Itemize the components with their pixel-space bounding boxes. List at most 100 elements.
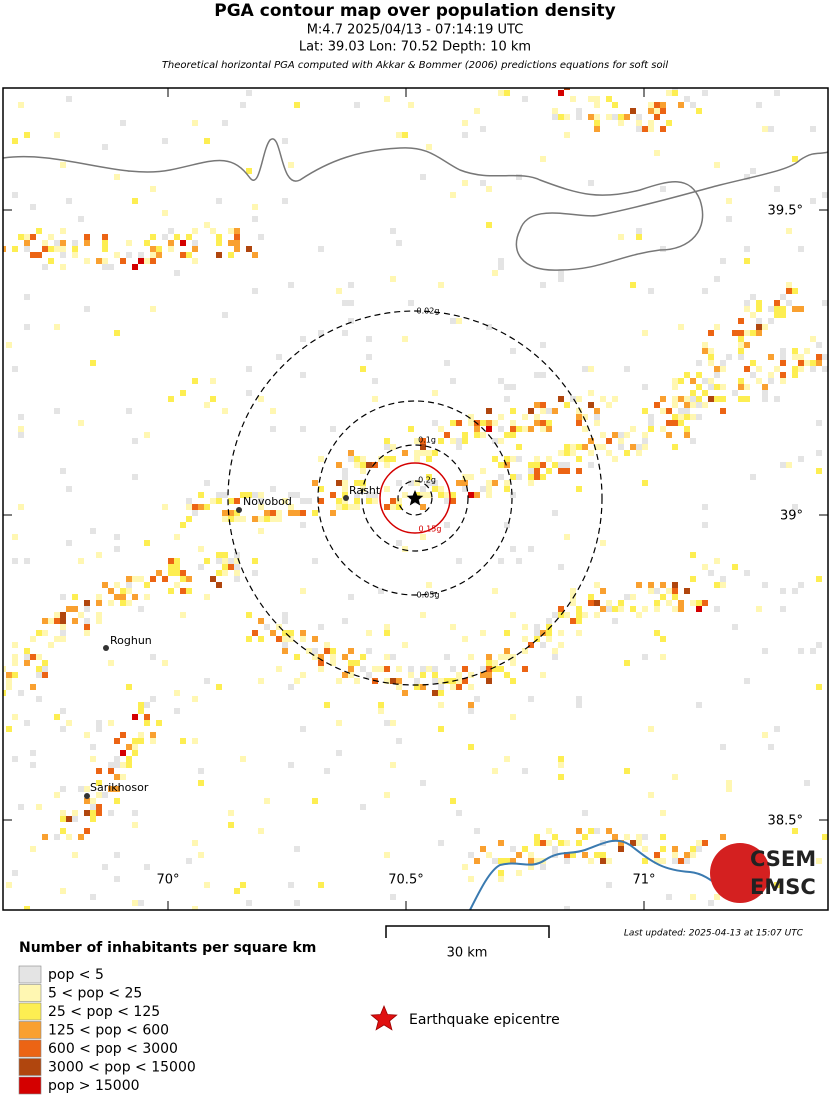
- pop-cell: [564, 468, 570, 474]
- pop-cell: [6, 672, 12, 678]
- pop-cell: [504, 432, 510, 438]
- pop-cell: [600, 606, 606, 612]
- pop-cell: [498, 90, 504, 96]
- pop-cell: [528, 462, 534, 468]
- pop-cell: [36, 696, 42, 702]
- pop-cell: [498, 840, 504, 846]
- pop-cell: [744, 174, 750, 180]
- pop-cell: [546, 624, 552, 630]
- pop-cell: [294, 678, 300, 684]
- pop-cell: [792, 504, 798, 510]
- pop-cell: [738, 318, 744, 324]
- pop-cell: [708, 396, 714, 402]
- pop-cell: [564, 444, 570, 450]
- pop-cell: [390, 276, 396, 282]
- pop-cell: [216, 570, 222, 576]
- pop-cell: [384, 456, 390, 462]
- pop-cell: [270, 516, 276, 522]
- pop-cell: [744, 306, 750, 312]
- pop-cell: [528, 468, 534, 474]
- pop-cell: [510, 474, 516, 480]
- pop-cell: [294, 846, 300, 852]
- pop-cell: [564, 612, 570, 618]
- pop-cell: [432, 420, 438, 426]
- pop-cell: [492, 480, 498, 486]
- pop-cell: [522, 846, 528, 852]
- pop-cell: [204, 882, 210, 888]
- pop-cell: [228, 252, 234, 258]
- pop-cell: [498, 438, 504, 444]
- pop-cell: [60, 252, 66, 258]
- pop-cell: [258, 516, 264, 522]
- pop-cell: [570, 396, 576, 402]
- pop-cell: [486, 480, 492, 486]
- pop-cell: [594, 120, 600, 126]
- pop-cell: [60, 630, 66, 636]
- pop-cell: [396, 504, 402, 510]
- pop-cell: [630, 282, 636, 288]
- pop-cell: [54, 792, 60, 798]
- pop-cell: [738, 342, 744, 348]
- pop-cell: [420, 450, 426, 456]
- pop-cell: [180, 240, 186, 246]
- pop-cell: [396, 240, 402, 246]
- pop-cell: [402, 690, 408, 696]
- pop-cell: [366, 462, 372, 468]
- city-dot: [236, 507, 242, 513]
- pop-cell: [192, 120, 198, 126]
- pop-cell: [354, 660, 360, 666]
- pop-cell: [756, 330, 762, 336]
- pop-cell: [666, 408, 672, 414]
- pop-cell: [18, 414, 24, 420]
- pop-cell: [648, 582, 654, 588]
- pop-cell: [594, 102, 600, 108]
- pop-cell: [678, 414, 684, 420]
- pop-cell: [552, 648, 558, 654]
- pop-cell: [792, 288, 798, 294]
- pop-cell: [312, 480, 318, 486]
- pop-cell: [816, 450, 822, 456]
- pop-cell: [60, 618, 66, 624]
- pop-cell: [60, 810, 66, 816]
- pop-cell: [288, 762, 294, 768]
- pop-cell: [12, 654, 18, 660]
- pop-cell: [750, 168, 756, 174]
- legend-swatch: [18, 1076, 42, 1095]
- pop-cell: [726, 780, 732, 786]
- pop-cell: [342, 330, 348, 336]
- pop-cell: [762, 732, 768, 738]
- pop-cell: [234, 228, 240, 234]
- pop-cell: [810, 126, 816, 132]
- pop-cell: [252, 558, 258, 564]
- pop-cell: [414, 480, 420, 486]
- pop-cell: [480, 486, 486, 492]
- pop-cell: [132, 264, 138, 270]
- pop-cell: [414, 450, 420, 456]
- legend-swatch: [18, 1002, 42, 1021]
- pop-cell: [216, 684, 222, 690]
- pop-cell: [672, 414, 678, 420]
- pop-cell: [654, 402, 660, 408]
- pop-cell: [12, 672, 18, 678]
- pop-cell: [510, 660, 516, 666]
- pop-cell: [336, 498, 342, 504]
- pop-cell: [762, 384, 768, 390]
- pop-cell: [144, 582, 150, 588]
- pop-cell: [336, 720, 342, 726]
- pop-cell: [594, 612, 600, 618]
- pop-cell: [138, 606, 144, 612]
- pop-cell: [312, 558, 318, 564]
- pop-cell: [252, 204, 258, 210]
- pop-cell: [762, 390, 768, 396]
- pop-cell: [600, 540, 606, 546]
- pop-cell: [642, 846, 648, 852]
- pop-cell: [582, 444, 588, 450]
- pop-cell: [42, 246, 48, 252]
- pop-cell: [132, 744, 138, 750]
- pop-cell: [810, 648, 816, 654]
- pop-cell: [324, 642, 330, 648]
- pop-cell: [360, 804, 366, 810]
- pop-cell: [342, 504, 348, 510]
- pop-cell: [498, 666, 504, 672]
- legend-label: pop < 5: [48, 967, 104, 983]
